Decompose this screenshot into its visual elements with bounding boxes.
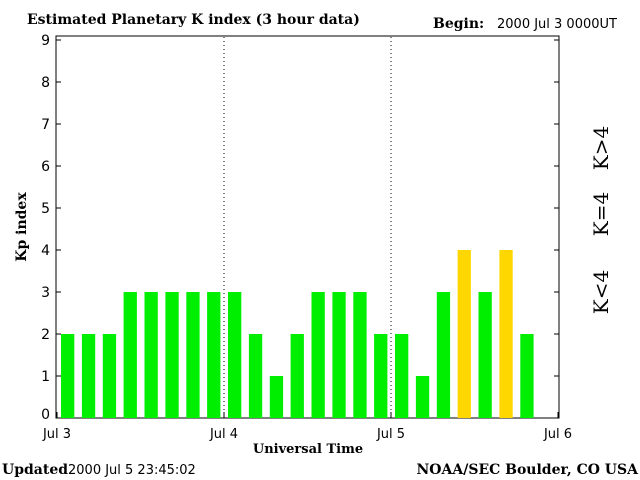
y-axis-ticks: 0 1 2 3 4 5 6 7 8 9 (41, 33, 559, 423)
plot-frame (55, 35, 560, 419)
x-tick-label-1: Jul 3 (42, 427, 71, 442)
kp-bar-17 (395, 334, 409, 418)
updated-value: 2000 Jul 5 23:45:02 (68, 463, 196, 478)
kp-bar-5 (144, 292, 158, 418)
y-tick-label-8: 8 (41, 75, 50, 91)
x-tick-label-4: Jul 6 (543, 427, 572, 442)
legend-item-1: K<4 (589, 270, 613, 314)
legend-item-3: K>4 (589, 126, 613, 170)
y-tick-label-7: 7 (41, 117, 50, 133)
bar-series (61, 250, 534, 418)
legend: K<4 K=4 K>4 (589, 126, 613, 314)
kp-bar-15 (353, 292, 367, 418)
updated-label: Updated (2, 462, 68, 478)
y-tick-label-3: 3 (41, 285, 50, 301)
kp-bar-8 (207, 292, 221, 418)
kp-bar-3 (102, 334, 117, 418)
x-axis-label: Universal Time (253, 442, 363, 457)
kp-bar-22 (499, 250, 513, 418)
kp-bar-23 (520, 334, 534, 418)
y-tick-label-1: 1 (41, 369, 50, 385)
kp-bar-13 (311, 292, 325, 418)
kp-bar-12 (290, 334, 304, 418)
legend-item-2: K=4 (589, 192, 613, 236)
x-tick-label-2: Jul 4 (209, 427, 238, 442)
kp-bar-21 (478, 292, 492, 418)
kp-bar-4 (123, 292, 137, 418)
day-divider-lines (223, 37, 392, 417)
kp-bar-7 (186, 292, 200, 418)
kp-bar-9 (228, 292, 242, 418)
begin-value: 2000 Jul 3 0000UT (497, 17, 617, 32)
y-tick-label-0: 0 (41, 407, 50, 423)
y-tick-label-6: 6 (41, 159, 50, 175)
y-axis-label: Kp index (14, 192, 30, 262)
kp-bar-10 (248, 334, 263, 418)
kp-bar-18 (415, 376, 430, 418)
y-tick-label-2: 2 (41, 327, 50, 343)
kp-bar-2 (81, 334, 96, 418)
kp-bar-1 (61, 334, 75, 418)
kp-bar-16 (374, 334, 388, 418)
y-tick-label-9: 9 (41, 33, 50, 49)
y-tick-label-5: 5 (41, 201, 50, 217)
x-axis-ticks: Jul 3 Jul 4 Jul 5 Jul 6 (42, 412, 572, 442)
kp-bar-11 (269, 376, 284, 418)
y-tick-label-4: 4 (41, 243, 50, 259)
credit-text: NOAA/SEC Boulder, CO USA (417, 462, 640, 478)
begin-label: Begin: (433, 16, 484, 32)
kp-bar-20 (457, 250, 471, 418)
chart-title: Estimated Planetary K index (3 hour data… (27, 12, 360, 28)
kp-bar-6 (165, 292, 179, 418)
x-tick-label-3: Jul 5 (376, 427, 405, 442)
kp-bar-14 (332, 292, 346, 418)
kp-bar-19 (436, 292, 451, 418)
